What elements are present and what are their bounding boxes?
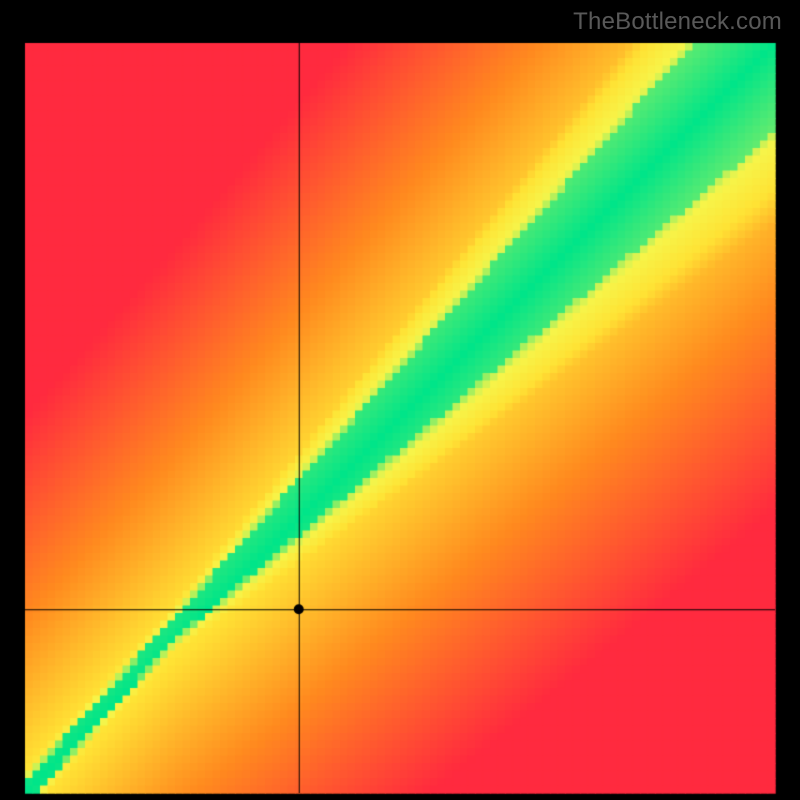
watermark-text: TheBottleneck.com <box>573 8 782 36</box>
bottleneck-heatmap <box>0 0 800 800</box>
chart-container: TheBottleneck.com <box>0 0 800 800</box>
